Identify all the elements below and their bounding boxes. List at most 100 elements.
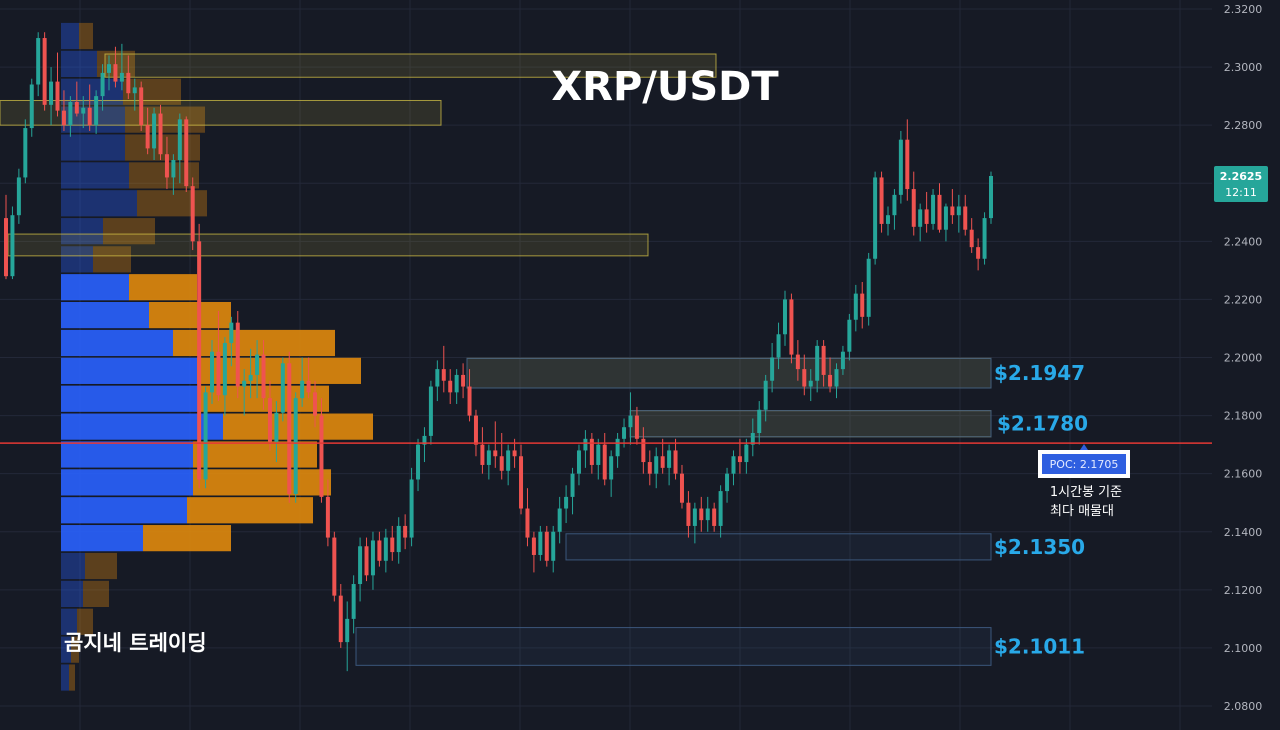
volume-profile-bar-down	[129, 274, 197, 301]
candle-body	[667, 450, 672, 468]
candle-body	[892, 194, 897, 216]
candle-body	[229, 322, 234, 343]
candle-body	[325, 496, 330, 538]
candle-body	[306, 380, 311, 393]
candle	[61, 90, 66, 131]
candle-body	[10, 215, 15, 277]
candle-body	[898, 139, 903, 195]
candle-body	[847, 319, 852, 352]
candle	[255, 340, 260, 399]
volume-profile-bar-down	[83, 580, 109, 607]
candle-body	[338, 595, 343, 643]
volume-profile-bar-up	[61, 22, 79, 50]
candle-body	[145, 125, 150, 149]
candle-body	[364, 546, 369, 576]
candle-body	[634, 415, 639, 439]
price-axis: 2.32002.30002.28002.26002.24002.22002.20…	[1224, 3, 1263, 713]
candle-body	[190, 186, 195, 242]
candle-body	[222, 342, 227, 396]
y-tick-label: 2.2000	[1224, 352, 1263, 365]
candle	[499, 433, 504, 480]
volume-profile-bar-up	[61, 608, 77, 635]
poc-label: POC: 2.1705	[1038, 444, 1130, 478]
volume-profile-bar-up	[61, 329, 173, 357]
candle-body	[718, 491, 723, 526]
candle	[853, 284, 858, 332]
candle-body	[750, 433, 755, 445]
candle-body	[789, 299, 794, 355]
chart-title: XRP/USDT	[551, 64, 779, 110]
level-labels: $2.1947 $2.1780 $2.1350 $2.1011	[994, 361, 1088, 658]
candle	[692, 502, 697, 544]
volume-profile-bar-up	[61, 580, 83, 607]
candle	[422, 427, 427, 463]
candle-body	[203, 392, 208, 480]
candle	[461, 363, 466, 399]
candle-body	[473, 415, 478, 445]
y-tick-label: 2.1200	[1224, 584, 1263, 597]
candle-body	[61, 110, 66, 126]
candle-body	[422, 435, 427, 445]
candle	[847, 313, 852, 361]
candle	[364, 537, 369, 582]
support-zone	[466, 357, 992, 389]
candles	[4, 32, 993, 672]
candle-body	[699, 508, 704, 521]
candle-body	[113, 64, 118, 82]
volume-profile-bar-up	[61, 357, 197, 384]
candle-body	[609, 456, 614, 480]
candle	[763, 374, 768, 422]
y-tick-label: 2.1800	[1224, 410, 1263, 423]
candle	[609, 450, 614, 497]
candle-body	[441, 369, 446, 381]
candle	[370, 531, 375, 590]
candle	[190, 177, 195, 251]
candle-body	[679, 473, 684, 503]
candle-body	[641, 438, 646, 463]
candle-body	[918, 209, 923, 227]
candle-body	[654, 456, 659, 474]
candle-body	[4, 218, 8, 277]
candle-body	[615, 438, 620, 457]
candle-body	[242, 380, 247, 387]
candle	[544, 525, 549, 567]
price-zones	[0, 53, 992, 666]
candle-body	[300, 380, 305, 399]
candle-body	[448, 380, 453, 393]
candle	[989, 171, 993, 224]
candle	[158, 104, 163, 161]
volume-profile-bar-up	[61, 413, 223, 440]
candle	[345, 601, 350, 672]
candle	[403, 514, 408, 550]
candle-body	[184, 119, 189, 187]
volume-profile-bar-up	[61, 497, 187, 524]
candle-body	[119, 72, 124, 82]
volume-profile-bar-up	[61, 525, 143, 552]
candle	[564, 485, 569, 524]
candle-body	[570, 473, 575, 497]
y-tick-label: 2.2400	[1224, 235, 1263, 248]
candle	[725, 467, 730, 503]
candle	[486, 444, 491, 480]
candle	[737, 438, 742, 474]
candle-body	[834, 369, 839, 387]
candle-body	[435, 369, 440, 387]
candle	[538, 525, 543, 561]
candle	[654, 447, 659, 489]
candle-body	[255, 354, 260, 375]
candle-body	[725, 473, 730, 492]
candle	[396, 517, 401, 564]
candle-body	[956, 206, 961, 216]
candle	[918, 203, 923, 242]
candle	[325, 479, 330, 547]
candle	[770, 342, 775, 393]
candle	[119, 43, 124, 91]
candle	[602, 433, 607, 486]
candle-body	[416, 444, 421, 480]
candle-body	[705, 508, 710, 521]
candle-body	[171, 160, 176, 178]
candle	[976, 238, 981, 271]
candle	[222, 337, 227, 416]
candle-body	[55, 81, 60, 111]
